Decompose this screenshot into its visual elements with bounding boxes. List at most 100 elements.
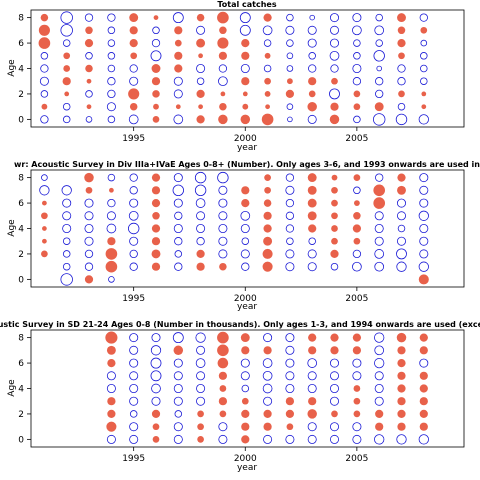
residual-bubble-2008-age-2 [419, 249, 429, 259]
residual-bubble-1995-age-6 [129, 198, 139, 208]
residual-bubble-1992-age-3 [62, 237, 71, 245]
residual-bubble-2001-age-1 [262, 261, 273, 272]
residual-bubble-1998-age-7 [196, 25, 206, 35]
residual-bubble-2002-age-7 [285, 185, 295, 195]
panel-2-x-ticks: 1995 2000 2005 [122, 287, 368, 304]
residual-bubble-2005-age-3 [352, 77, 362, 86]
residual-bubble-1998-age-3 [196, 77, 205, 85]
residual-bubble-2003-age-3 [308, 237, 316, 245]
residual-bubble-1995-age-3 [129, 76, 139, 86]
residual-bubble-2004-age-4 [330, 64, 339, 73]
residual-bubble-1993-age-5 [85, 52, 93, 60]
residual-bubble-1991-age-1 [41, 103, 48, 110]
residual-bubble-2000-age-2 [241, 409, 250, 419]
residual-bubble-2004-age-6 [329, 38, 340, 48]
residual-bubble-1999-age-1 [219, 102, 227, 111]
residual-bubble-1999-age-7 [217, 344, 229, 357]
residual-bubble-2004-age-8 [330, 333, 339, 342]
residual-bubble-2001-age-8 [264, 174, 271, 181]
residual-bubble-2005-age-5 [352, 371, 362, 381]
residual-bubble-2006-age-5 [374, 371, 384, 381]
residual-bubble-2006-age-1 [374, 102, 384, 112]
x-tick-label-2005: 2005 [345, 454, 368, 464]
residual-bubble-1997-age-6 [174, 39, 182, 47]
y-tick-label-8: 8 [18, 334, 24, 344]
residual-bubble-2004-age-5 [329, 50, 340, 61]
residual-bubble-2003-age-5 [307, 211, 317, 221]
residual-bubble-2000-age-8 [240, 333, 250, 343]
residual-bubble-2003-age-1 [307, 422, 317, 432]
residual-bubble-1993-age-0 [85, 116, 93, 123]
residual-bubble-1992-age-7 [61, 185, 72, 196]
residual-bubble-2006-age-3 [374, 396, 384, 406]
residual-bubble-1999-age-4 [218, 64, 228, 73]
x-tick-label-1995: 1995 [122, 454, 145, 464]
residual-bubble-1994-age-4 [107, 64, 116, 73]
residual-bubble-1996-age-1 [153, 103, 159, 110]
residual-bubble-1996-age-7 [152, 26, 160, 35]
residual-bubble-2002-age-6 [286, 39, 294, 47]
residual-bubble-2008-age-8 [419, 173, 429, 183]
panel-2-y-ticks: 0 2 4 6 8 [18, 174, 31, 285]
residual-bubble-1991-age-6 [38, 37, 51, 49]
residual-bubble-1996-age-0 [152, 116, 160, 123]
panel-3-x-label: year [237, 463, 257, 473]
residual-bubble-2008-age-5 [418, 210, 429, 221]
residual-bubble-2007-age-8 [396, 332, 407, 343]
residual-bubble-1994-age-1 [106, 421, 117, 432]
y-tick-label-4: 4 [18, 225, 24, 235]
residual-bubble-2001-age-7 [263, 346, 272, 355]
residual-bubble-1999-age-8 [217, 171, 229, 184]
residual-bubble-2001-age-3 [264, 77, 271, 85]
residual-bubble-1991-age-2 [40, 90, 49, 98]
residual-bubble-1993-age-1 [86, 104, 92, 110]
residual-bubble-1999-age-6 [218, 198, 228, 208]
residual-bubble-2007-age-6 [397, 358, 406, 368]
residual-bubble-2004-age-1 [330, 102, 339, 111]
residual-bubble-2004-age-8 [331, 174, 338, 181]
residual-bubble-2001-age-3 [263, 396, 273, 406]
residual-bubble-1993-age-2 [85, 90, 93, 98]
residual-bubble-2006-age-1 [375, 422, 384, 431]
residual-bubble-1998-age-5 [196, 371, 206, 381]
residual-bubble-1992-age-8 [60, 11, 73, 24]
residual-bubble-2007-age-2 [398, 90, 405, 98]
residual-bubble-2002-age-2 [285, 249, 295, 259]
residual-bubble-2005-age-1 [352, 422, 362, 432]
residual-bubble-1994-age-0 [106, 434, 116, 444]
residual-bubble-2008-age-7 [420, 26, 428, 34]
residual-bubble-1996-age-8 [151, 333, 161, 343]
residual-bubble-2007-age-0 [395, 113, 408, 126]
residual-bubble-2005-age-4 [352, 224, 362, 233]
residual-bubble-1998-age-8 [196, 13, 205, 22]
residual-bubble-2003-age-0 [307, 434, 317, 444]
residual-bubble-2005-age-8 [352, 333, 362, 342]
y-tick-label-0: 0 [18, 115, 24, 125]
residual-bubble-2002-age-4 [285, 383, 295, 394]
residual-bubble-1995-age-8 [129, 333, 139, 343]
residual-bubble-1996-age-2 [152, 90, 160, 98]
residual-bubble-1999-age-6 [217, 37, 229, 49]
residual-bubble-1994-age-1 [106, 102, 116, 112]
residual-bubble-2001-age-5 [263, 211, 272, 220]
panel-total-catches: Total catches 1995 2000 2005 0 2 4 6 8 year Ag… [7, 0, 465, 153]
residual-bubble-2002-age-2 [285, 89, 295, 99]
x-tick-label-1995: 1995 [122, 134, 145, 144]
residual-bubble-1992-age-2 [64, 91, 70, 97]
residual-bubble-2008-age-0 [418, 434, 429, 445]
residual-bubble-2008-age-1 [419, 422, 428, 431]
residual-bubble-2006-age-6 [373, 197, 386, 209]
residual-bubble-2005-age-7 [352, 25, 362, 36]
residual-bubble-2004-age-5 [331, 212, 338, 220]
residual-bubble-1995-age-2 [128, 88, 140, 100]
residual-bubble-2001-age-2 [264, 91, 271, 97]
residual-bubble-2002-age-5 [285, 211, 295, 220]
residual-bubble-2005-age-4 [352, 63, 362, 74]
x-tick-label-2000: 2000 [234, 294, 257, 304]
residual-bubble-2002-age-4 [285, 224, 295, 233]
residual-bubble-1992-age-4 [63, 65, 71, 72]
residual-bubble-1995-age-7 [129, 345, 139, 355]
residual-bubble-1997-age-6 [173, 358, 183, 368]
residual-bubble-1997-age-7 [174, 26, 183, 35]
residual-bubble-2007-age-4 [397, 64, 406, 73]
